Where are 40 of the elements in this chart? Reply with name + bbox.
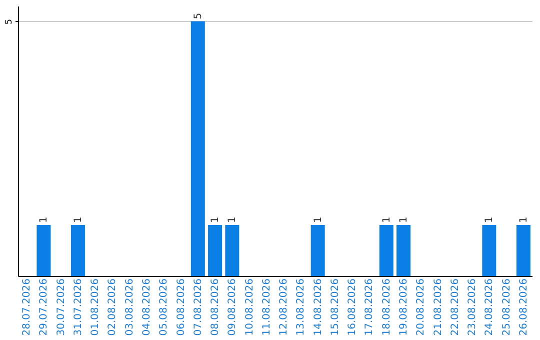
x-tick-label: 01.08.2026 <box>90 278 102 336</box>
x-tick-label: 22.08.2026 <box>450 278 461 336</box>
x-tick-label: 17.08.2026 <box>364 278 376 336</box>
x-tick-label: 10.08.2026 <box>244 278 256 336</box>
x-tick-label: 09.08.2026 <box>227 278 238 336</box>
data-label: 1 <box>72 216 84 224</box>
x-tick-label: 11.08.2026 <box>261 278 272 336</box>
data-label: 1 <box>210 216 222 224</box>
x-tick-label: 08.08.2026 <box>210 278 222 336</box>
x-tick-label: 14.08.2026 <box>312 278 324 336</box>
data-label: 5 <box>192 12 204 20</box>
x-tick-label: 18.08.2026 <box>381 278 392 336</box>
data-label: 1 <box>227 216 238 224</box>
data-label: 1 <box>484 216 496 224</box>
data-label: 1 <box>312 216 324 224</box>
x-tick-label: 16.08.2026 <box>347 278 358 336</box>
x-tick-label: 05.08.2026 <box>158 278 170 336</box>
x-tick-label: 06.08.2026 <box>176 278 187 336</box>
x-tick-label: 19.08.2026 <box>398 278 410 336</box>
x-tick-label: 13.08.2026 <box>296 278 307 336</box>
x-tick-label: 02.08.2026 <box>107 278 118 336</box>
data-label: 1 <box>381 216 392 224</box>
data-label: 1 <box>398 216 410 224</box>
x-tick-label: 03.08.2026 <box>124 278 136 336</box>
data-label: 1 <box>518 216 530 224</box>
x-tick-label: 20.08.2026 <box>416 278 427 336</box>
x-tick-label: 28.07.2026 <box>22 278 33 336</box>
x-tick-label: 29.07.2026 <box>38 278 50 336</box>
x-tick-label: 04.08.2026 <box>142 278 152 336</box>
data-label: 1 <box>38 216 50 224</box>
x-tick-label: 23.08.2026 <box>467 278 478 336</box>
x-tick-label: 21.08.2026 <box>432 278 444 336</box>
x-tick-label: 07.08.2026 <box>192 278 204 336</box>
x-tick-label: 31.07.2026 <box>72 278 84 336</box>
x-tick-label: 30.07.2026 <box>56 278 67 336</box>
x-tick-label: 24.08.2026 <box>484 278 496 336</box>
x-tick-label: 26.08.2026 <box>518 278 530 336</box>
x-tick-label: 25.08.2026 <box>501 278 512 336</box>
x-tick-label: 15.08.2026 <box>330 278 341 336</box>
x-tick-label: 12.08.2026 <box>278 278 290 336</box>
